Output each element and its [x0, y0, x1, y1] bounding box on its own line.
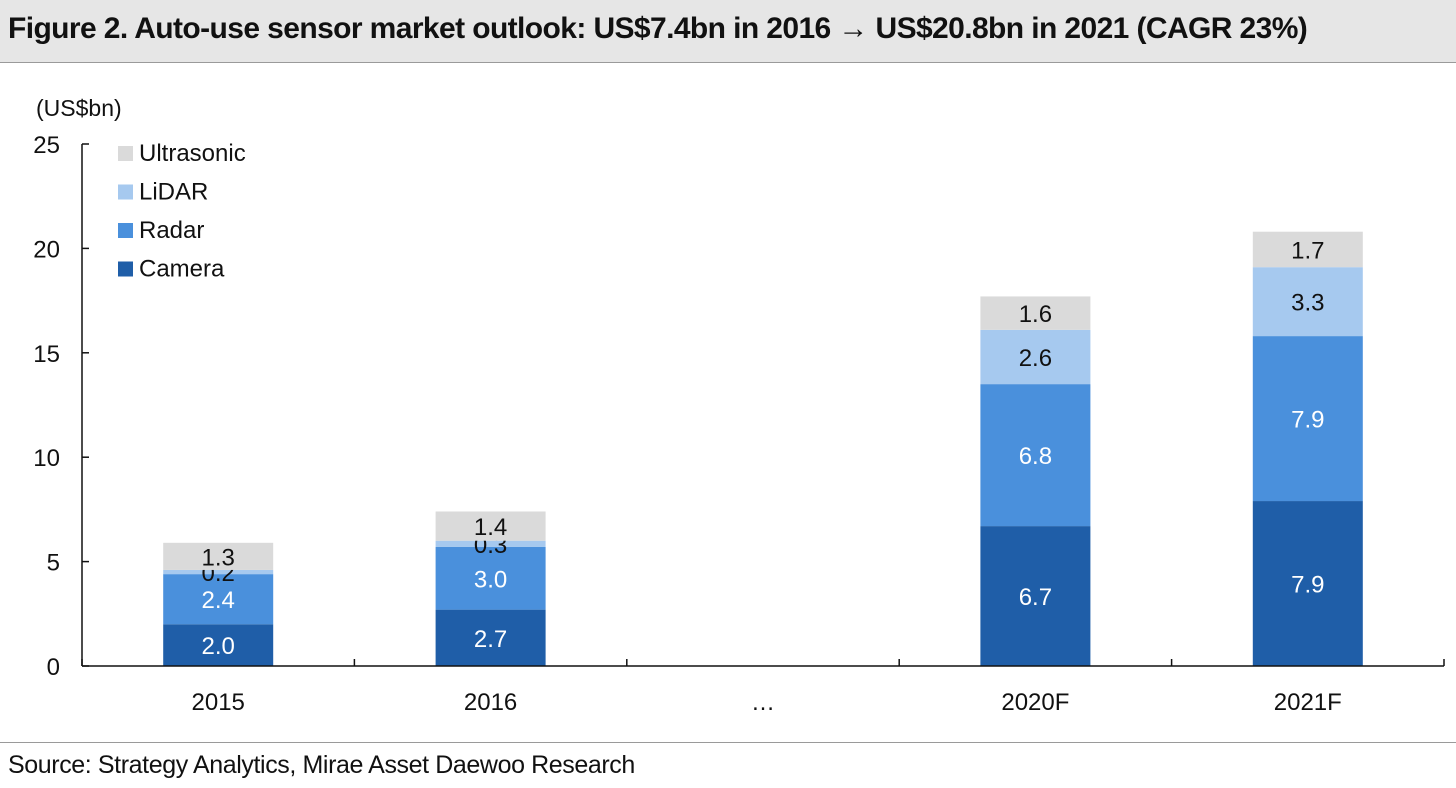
bar-lidar-1 — [435, 540, 546, 547]
bar-camera-4 — [1252, 501, 1363, 666]
stacked-bar-chart: (US$bn) 2.02.40.21.32.73.00.31.46.76.82.… — [33, 95, 1445, 716]
legend-swatch-ultrasonic — [118, 146, 133, 161]
data-label-radar-4: 7.9 — [1291, 407, 1324, 434]
bar-radar-4 — [1252, 336, 1363, 502]
data-label-camera-3: 6.7 — [1019, 584, 1052, 611]
legend-swatch-lidar — [118, 184, 133, 200]
data-label-radar-3: 6.8 — [1019, 443, 1052, 470]
data-label-ultrasonic-4: 1.7 — [1291, 237, 1324, 264]
axes-group: 2015 2016 … 2020F 2021F 0 5 10 15 20 25 — [33, 132, 1445, 716]
x-tick-label-0: 2015 — [192, 689, 245, 716]
data-label-camera-0: 2.0 — [202, 633, 235, 660]
x-tick-label-3: 2020F — [1001, 689, 1069, 716]
x-tick-label-2: … — [751, 689, 775, 716]
data-label-camera-4: 7.9 — [1291, 572, 1324, 599]
data-label-ultrasonic-1: 1.4 — [474, 514, 507, 541]
x-tick-label-1: 2016 — [464, 689, 517, 716]
legend-label-lidar: LiDAR — [139, 179, 208, 206]
bar-radar-1 — [435, 546, 546, 610]
x-tick-label-4: 2021F — [1274, 689, 1342, 716]
bar-ultrasonic-4 — [1252, 231, 1363, 268]
bar-lidar-3 — [980, 329, 1091, 385]
y-tick-label-2: 10 — [33, 445, 60, 472]
bar-ultrasonic-1 — [435, 511, 546, 541]
bar-ultrasonic-3 — [980, 296, 1091, 330]
data-label-lidar-3: 2.6 — [1019, 345, 1052, 372]
bar-camera-3 — [980, 526, 1091, 666]
y-tick-label-0: 0 — [47, 654, 60, 681]
y-tick-label-5: 25 — [33, 132, 60, 159]
bar-camera-1 — [435, 609, 546, 666]
bar-lidar-4 — [1252, 267, 1363, 337]
bar-radar-3 — [980, 384, 1091, 527]
source-divider — [0, 742, 1456, 743]
y-tick-label-3: 15 — [33, 341, 60, 368]
data-label-radar-1: 3.0 — [474, 566, 507, 593]
data-label-camera-1: 2.7 — [474, 626, 507, 653]
bar-radar-0 — [163, 574, 274, 625]
legend-swatch-camera — [118, 261, 133, 277]
bar-ultrasonic-0 — [163, 542, 274, 570]
bars-group: 2.02.40.21.32.73.00.31.46.76.82.61.67.97… — [163, 231, 1363, 666]
data-label-ultrasonic-3: 1.6 — [1019, 301, 1052, 328]
bar-camera-0 — [163, 624, 274, 666]
legend-label-camera: Camera — [139, 256, 225, 283]
source-note: Source: Strategy Analytics, Mirae Asset … — [8, 751, 635, 779]
legend: Ultrasonic LiDAR Radar Camera — [118, 140, 246, 283]
legend-label-radar: Radar — [139, 217, 204, 244]
data-label-radar-0: 2.4 — [202, 587, 235, 614]
chart-title: Figure 2. Auto-use sensor market outlook… — [8, 12, 1308, 45]
data-label-lidar-4: 3.3 — [1291, 290, 1324, 317]
title-bar: Figure 2. Auto-use sensor market outlook… — [0, 0, 1456, 63]
legend-swatch-radar — [118, 223, 133, 238]
data-label-ultrasonic-0: 1.3 — [202, 544, 235, 571]
y-tick-label-4: 20 — [33, 236, 60, 263]
y-axis-label: (US$bn) — [36, 95, 122, 121]
bar-lidar-0 — [163, 569, 274, 575]
legend-label-ultrasonic: Ultrasonic — [139, 140, 246, 167]
y-tick-label-1: 5 — [47, 550, 60, 577]
